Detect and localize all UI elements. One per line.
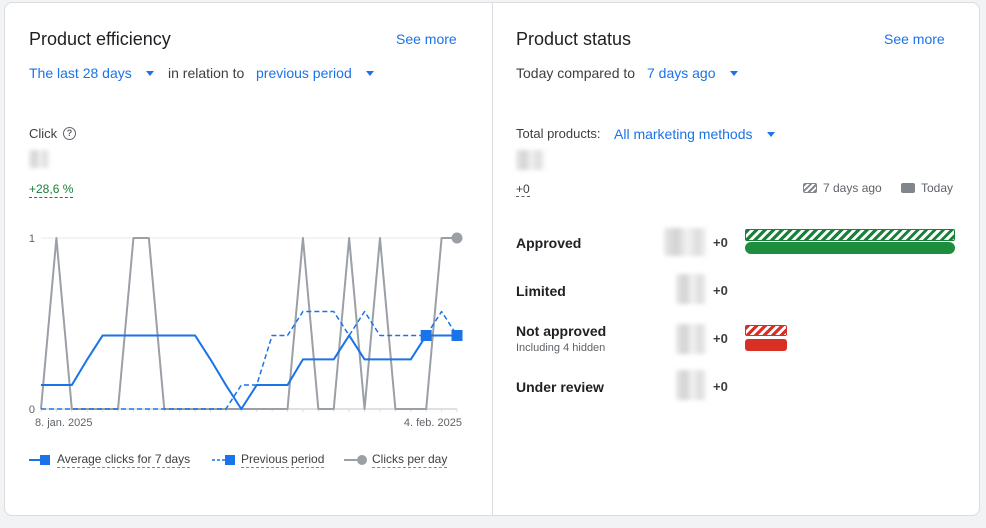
compare-selector-value: previous period xyxy=(256,65,352,81)
legend-prev-swatch xyxy=(212,455,235,465)
efficiency-title: Product efficiency xyxy=(29,29,171,49)
hidden-under-review-count xyxy=(676,370,706,400)
total-products-label: Total products: xyxy=(516,126,601,141)
status-not-approved-sub: Including 4 hidden xyxy=(516,342,606,354)
chevron-down-icon xyxy=(365,70,374,76)
efficiency-line-chart: 0 1 8. jan. 2025 4. feb. 2025 xyxy=(29,232,463,429)
not-approved-today-bar xyxy=(745,339,787,351)
hidden-limited-count xyxy=(676,274,706,304)
chart-point-marker xyxy=(420,329,432,341)
chevron-down-icon xyxy=(766,131,775,137)
compare-selector[interactable]: previous period xyxy=(256,65,374,81)
hidden-not-approved-count xyxy=(676,324,706,354)
efficiency-see-more-link[interactable]: See more xyxy=(396,31,457,47)
legend-7-days-ago: 7 days ago xyxy=(803,181,882,195)
relation-text: in relation to xyxy=(168,65,245,81)
not-approved-prev-bar xyxy=(745,325,787,336)
status-not-approved-label: Not approved xyxy=(516,323,607,339)
chart-series-line xyxy=(40,237,457,410)
hidden-approved-count xyxy=(664,228,706,256)
status-under-review-label: Under review xyxy=(516,379,604,395)
approved-today-bar xyxy=(745,242,955,254)
status-under-review-delta: +0 xyxy=(713,379,728,394)
chart-x-tick-label: 8. jan. 2025 xyxy=(35,417,93,429)
compared-prefix: Today compared to xyxy=(516,65,636,81)
marketing-methods-value: All marketing methods xyxy=(614,126,753,142)
status-see-more-link[interactable]: See more xyxy=(884,31,945,47)
legend-avg[interactable]: Average clicks for 7 days xyxy=(29,452,191,468)
chevron-down-icon xyxy=(145,70,154,76)
metric-label: Click xyxy=(29,126,58,141)
hatch-swatch-icon xyxy=(803,183,817,193)
compared-period-value: 7 days ago xyxy=(647,65,716,81)
chart-series-line xyxy=(41,310,458,410)
hidden-total-value xyxy=(516,150,544,170)
chart-point-marker xyxy=(451,329,463,341)
legend-avg-label: Average clicks for 7 days xyxy=(57,452,191,468)
approved-prev-bar xyxy=(745,229,955,241)
status-approved-delta: +0 xyxy=(713,235,728,250)
legend-daily[interactable]: Clicks per day xyxy=(344,452,448,468)
legend-prev-text: 7 days ago xyxy=(823,181,882,195)
legend-avg-swatch xyxy=(29,455,50,465)
legend-today: Today xyxy=(901,181,953,195)
status-approved-label: Approved xyxy=(516,235,582,251)
period-selector[interactable]: The last 28 days xyxy=(29,65,154,81)
chart-series-line xyxy=(41,334,457,410)
metric-delta: +28,6 % xyxy=(29,182,74,198)
legend-prev[interactable]: Previous period xyxy=(212,452,325,468)
chart-y-tick-label: 0 xyxy=(29,404,35,416)
legend-prev-label: Previous period xyxy=(241,452,325,468)
legend-daily-swatch xyxy=(344,455,367,465)
compared-period-selector[interactable]: 7 days ago xyxy=(647,65,738,81)
legend-daily-label: Clicks per day xyxy=(372,452,448,468)
period-selector-value: The last 28 days xyxy=(29,65,132,81)
total-delta: +0 xyxy=(516,182,530,197)
chart-x-tick-label: 4. feb. 2025 xyxy=(404,417,462,429)
marketing-methods-selector[interactable]: All marketing methods xyxy=(614,126,775,142)
chevron-down-icon xyxy=(729,70,738,76)
status-title: Product status xyxy=(516,29,632,49)
help-icon[interactable]: ? xyxy=(63,127,76,140)
chart-y-tick-label: 1 xyxy=(29,233,35,245)
status-not-approved-delta: +0 xyxy=(713,331,728,346)
dashboard-card xyxy=(4,2,980,516)
status-limited-delta: +0 xyxy=(713,283,728,298)
status-limited-label: Limited xyxy=(516,283,566,299)
legend-today-text: Today xyxy=(921,181,954,195)
hidden-metric-value xyxy=(29,150,49,168)
solid-swatch-icon xyxy=(901,183,915,193)
chart-point-marker xyxy=(451,232,463,244)
panel-divider xyxy=(492,3,493,515)
